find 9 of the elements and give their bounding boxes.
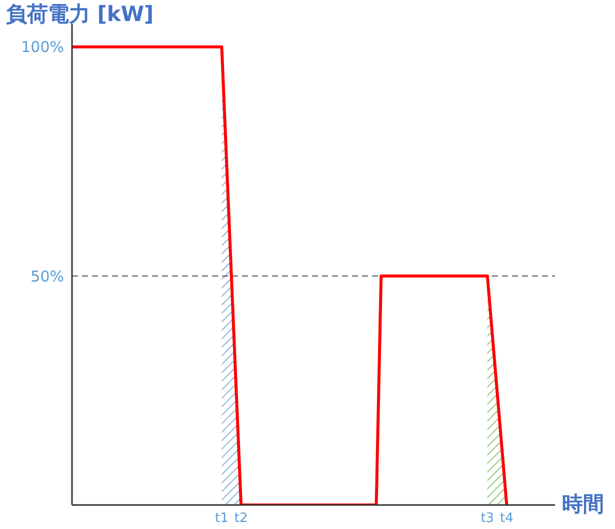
x-tick-label: t1 (215, 511, 228, 526)
y-axis-title: 負荷電力 [kW] (6, 1, 154, 28)
x-tick-label: t3 (480, 511, 494, 526)
x-tick-label: t4 (500, 511, 514, 526)
x-axis-title: 時間 (562, 491, 604, 518)
y-tick-label: 100% (21, 38, 64, 56)
x-tick-label: t2 (234, 511, 248, 526)
line-series (72, 45, 508, 505)
y-tick-label: 50% (30, 267, 64, 286)
